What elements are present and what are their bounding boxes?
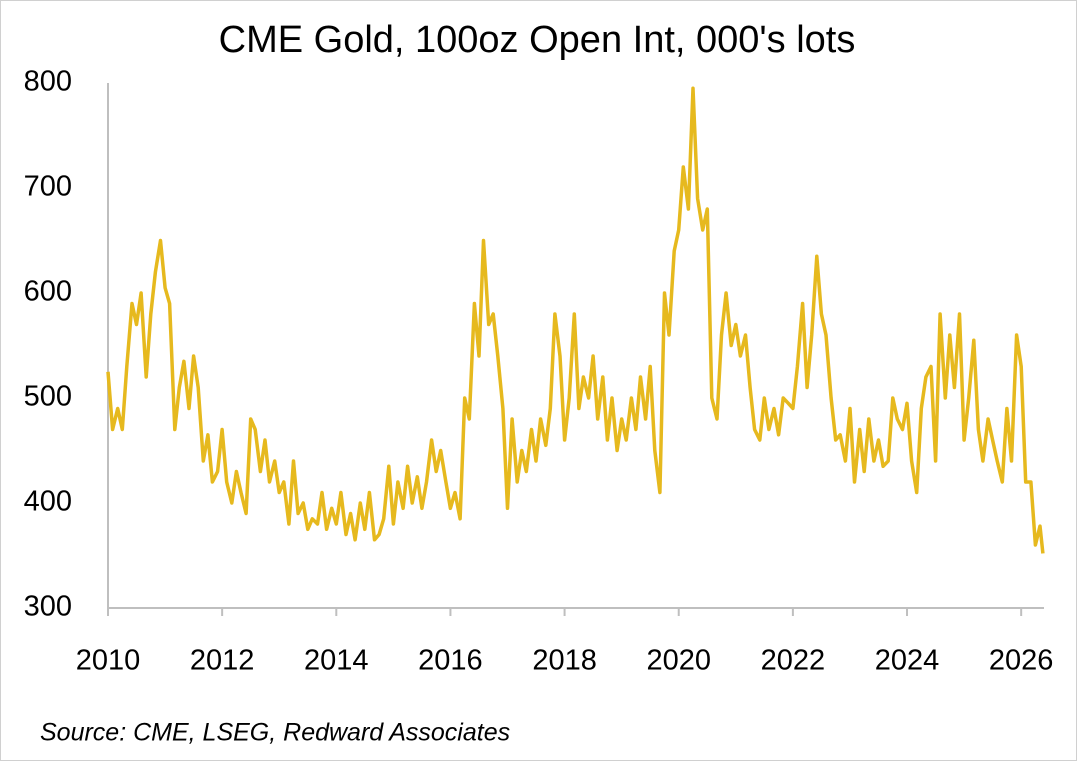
x-tick-label: 2026 (989, 645, 1054, 677)
source-note: Source: CME, LSEG, Redward Associates (40, 719, 510, 747)
x-tick-label: 2014 (304, 645, 369, 677)
y-tick-label: 700 (24, 171, 72, 203)
y-tick-label: 400 (24, 486, 72, 518)
x-tick-label: 2012 (190, 645, 255, 677)
y-tick-label: 500 (24, 381, 72, 413)
y-tick-label: 800 (24, 66, 72, 98)
x-tick-label: 2010 (76, 645, 141, 677)
y-tick-label: 600 (24, 276, 72, 308)
data-line (106, 86, 1045, 554)
x-tick-label: 2024 (875, 645, 940, 677)
x-tick-label: 2016 (418, 645, 483, 677)
x-tick-label: 2020 (646, 645, 711, 677)
y-tick-label: 300 (24, 591, 72, 623)
x-tick-label: 2022 (761, 645, 826, 677)
chart-title: CME Gold, 100oz Open Int, 000's lots (219, 19, 856, 61)
x-tick-label: 2018 (532, 645, 597, 677)
